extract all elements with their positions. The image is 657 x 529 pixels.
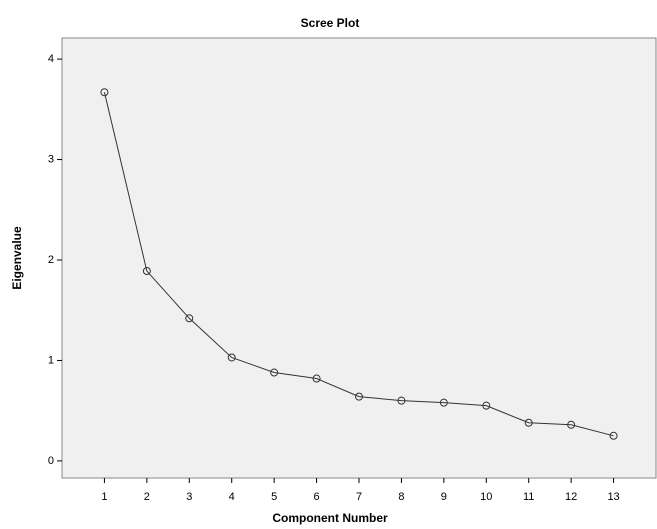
x-tick-label: 1 <box>101 491 107 503</box>
x-tick-label: 8 <box>398 491 404 503</box>
x-tick-label: 7 <box>356 491 362 503</box>
y-tick-label: 4 <box>48 53 54 65</box>
x-tick-label: 9 <box>441 491 447 503</box>
point <box>185 314 194 323</box>
x-tick-label: 10 <box>480 491 492 503</box>
y-tick-label: 3 <box>48 153 54 165</box>
x-tick-label: 5 <box>271 491 277 503</box>
point <box>524 418 533 427</box>
chart-title: Scree Plot <box>301 16 360 30</box>
x-tick-label: 12 <box>565 491 577 503</box>
x-axis-label: Component Number <box>272 511 388 525</box>
point <box>100 88 109 97</box>
point <box>312 374 321 383</box>
x-tick-label: 2 <box>144 491 150 503</box>
point <box>355 392 363 401</box>
point <box>142 267 151 276</box>
line <box>103 92 614 437</box>
point <box>270 368 279 377</box>
y-tick-label: 1 <box>48 354 54 366</box>
x-tick-label: 6 <box>314 491 320 503</box>
plot-area <box>61 37 657 479</box>
point <box>227 353 236 362</box>
point <box>439 398 448 407</box>
point <box>482 401 491 410</box>
point <box>567 420 576 429</box>
x-tick-label: 13 <box>607 491 619 503</box>
x-tick-label: 4 <box>229 491 235 503</box>
x-tick-label: 11 <box>523 491 534 503</box>
point <box>609 431 618 440</box>
y-axis-label: Eigenvalue <box>10 226 24 290</box>
x-tick-label: 3 <box>186 491 192 503</box>
y-tick-label: 2 <box>48 254 54 266</box>
point <box>397 396 406 405</box>
y-tick-label: 0 <box>48 455 54 467</box>
